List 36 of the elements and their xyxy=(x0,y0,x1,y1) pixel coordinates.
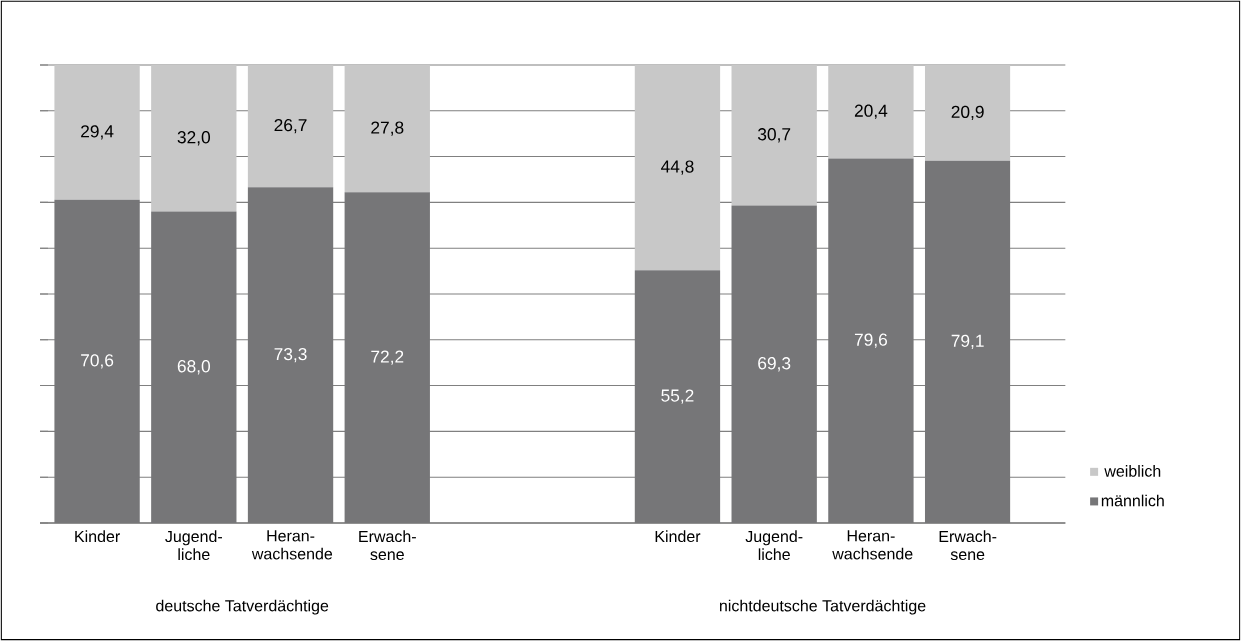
x-tick-label: Heran- wachsende xyxy=(832,530,913,560)
x-tick-label: Jugend- liche xyxy=(745,530,803,561)
data-label: 69,3 xyxy=(758,357,791,372)
data-label: 73,3 xyxy=(274,347,307,363)
bar xyxy=(924,64,1011,161)
data-label: 27,8 xyxy=(371,121,404,136)
data-label: 44,8 xyxy=(660,160,694,175)
bar xyxy=(344,64,430,193)
data-label: 68,0 xyxy=(177,360,211,375)
x-tick-label: Jugend- liche xyxy=(165,530,222,561)
legend-label: männlich xyxy=(1101,494,1164,507)
data-label: 55,2 xyxy=(661,389,694,404)
data-label: 32,0 xyxy=(177,131,211,146)
text: nichtdeutsche Tatverdächtige xyxy=(720,599,926,615)
data-label: 79,1 xyxy=(951,334,984,350)
bar xyxy=(54,64,140,200)
bar xyxy=(634,64,721,271)
bar xyxy=(731,64,817,206)
data-label: 26,7 xyxy=(274,118,307,134)
data-label: 29,4 xyxy=(81,125,114,140)
legend-label: weiblich xyxy=(1104,465,1161,477)
x-tick-label: Kinder xyxy=(655,530,701,543)
bar xyxy=(828,64,914,159)
x-tick-label: Erwach- sene xyxy=(939,530,997,561)
bar xyxy=(151,64,237,212)
data-label: 70,6 xyxy=(81,354,114,369)
x-tick-label: Kinder xyxy=(75,530,120,543)
data-label: 30,7 xyxy=(757,128,791,143)
data-label: 79,6 xyxy=(854,333,888,348)
data-label: 72,2 xyxy=(371,350,404,365)
data-label: 20,9 xyxy=(951,105,984,121)
x-tick-label: Heran- wachsende xyxy=(251,530,333,560)
data-label: 20,4 xyxy=(854,104,888,119)
x-tick-label: Erwach- sene xyxy=(359,530,416,561)
bar xyxy=(247,64,334,188)
text: deutsche Tatverdächtige xyxy=(156,599,329,615)
